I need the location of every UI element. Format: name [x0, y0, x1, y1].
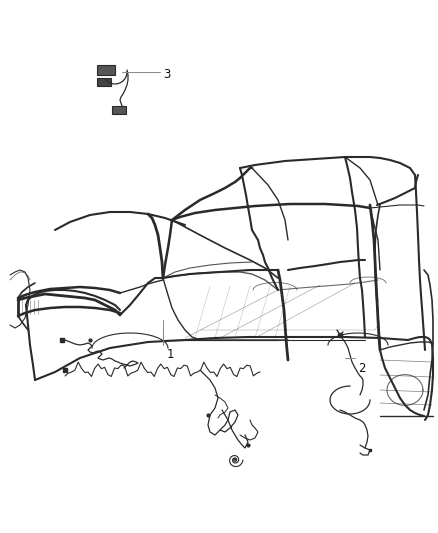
Text: 3: 3	[163, 69, 170, 82]
Bar	[97, 78, 111, 86]
Text: 2: 2	[358, 362, 365, 375]
Bar	[112, 106, 126, 114]
Bar	[97, 65, 115, 75]
Text: 1: 1	[167, 348, 174, 361]
